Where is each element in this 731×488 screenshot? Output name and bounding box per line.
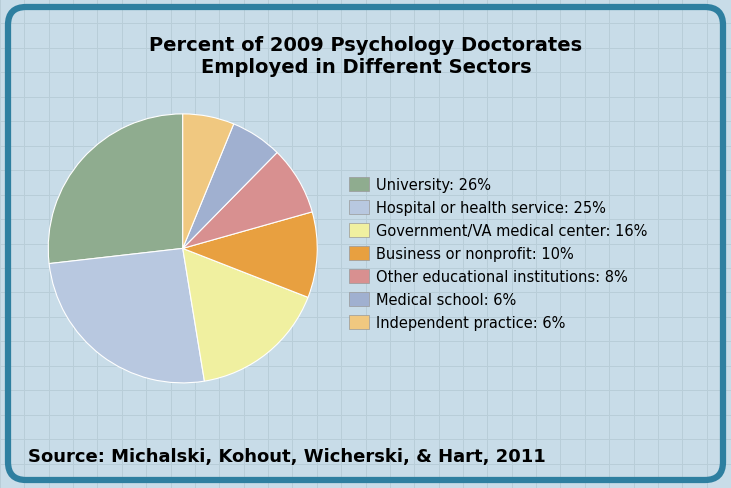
Text: Source: Michalski, Kohout, Wicherski, & Hart, 2011: Source: Michalski, Kohout, Wicherski, & … xyxy=(28,447,546,465)
Legend: University: 26%, Hospital or health service: 25%, Government/VA medical center: : University: 26%, Hospital or health serv… xyxy=(349,177,648,330)
Wedge shape xyxy=(48,115,183,264)
Wedge shape xyxy=(49,249,205,383)
Text: Percent of 2009 Psychology Doctorates
Employed in Different Sectors: Percent of 2009 Psychology Doctorates Em… xyxy=(149,37,583,77)
Wedge shape xyxy=(183,115,234,249)
Wedge shape xyxy=(183,212,317,298)
Wedge shape xyxy=(183,153,312,249)
Wedge shape xyxy=(183,124,277,249)
Wedge shape xyxy=(183,249,308,381)
